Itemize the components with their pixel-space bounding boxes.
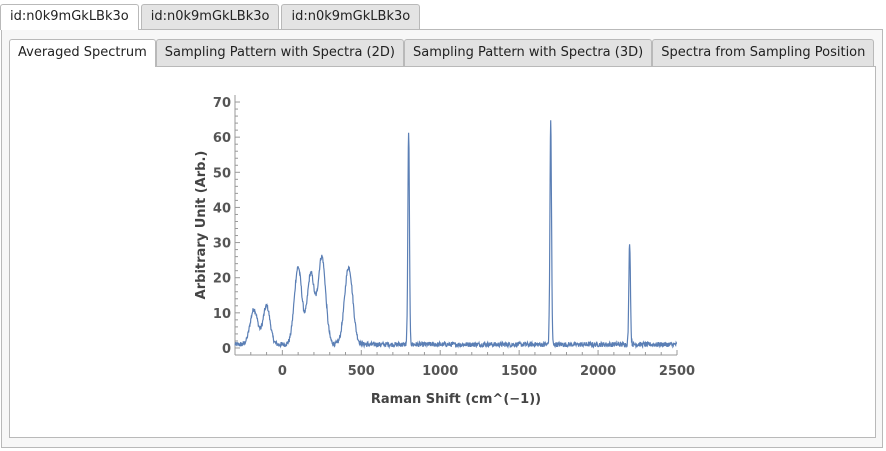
x-axis-label: Raman Shift (cm^(−1)) [371,392,541,407]
y-tick-label: 70 [213,96,231,111]
chart-axes [234,95,677,356]
y-axis-label: Arbitrary Unit (Arb.) [194,151,209,300]
x-tick-label: 1500 [501,364,537,379]
y-tick-label: 60 [213,131,231,146]
y-tick-label: 20 [213,272,231,287]
x-tick-label: 2000 [580,364,616,379]
outer-tab-2[interactable]: id:n0k9mGkLBk3o [140,4,280,29]
tab-sampling-pattern-2d[interactable]: Sampling Pattern with Spectra (2D) [155,39,404,66]
outer-tab-1[interactable]: id:n0k9mGkLBk3o [0,4,139,30]
inner-tab-panel: 0 500 1000 1500 2000 2500 0 10 20 30 40 50 60 70 Rama… [9,66,876,438]
tab-spectra-from-position[interactable]: Spectra from Sampling Position [652,39,875,66]
x-tick-label: 1000 [422,364,458,379]
inner-tab-bar: Averaged Spectrum Sampling Pattern with … [9,39,875,67]
y-tick-label: 30 [213,237,231,252]
tab-sampling-pattern-3d[interactable]: Sampling Pattern with Spectra (3D) [403,39,653,66]
y-tick-label: 50 [213,166,231,181]
outer-tab-3[interactable]: id:n0k9mGkLBk3o [281,4,421,29]
spectrum-chart: 0 500 1000 1500 2000 2500 0 10 20 30 40 50 60 70 Rama… [194,95,695,407]
outer-tab-bar: id:n0k9mGkLBk3o id:n0k9mGkLBk3o id:n0k9m… [0,4,422,30]
chart-ticks: 0 500 1000 1500 2000 2500 0 10 20 30 40 50 60 70 [213,96,695,379]
y-tick-label: 10 [213,307,231,322]
x-tick-label: 500 [348,364,375,379]
x-tick-label: 2500 [659,364,695,379]
tab-averaged-spectrum[interactable]: Averaged Spectrum [9,39,156,67]
x-tick-label: 0 [278,364,287,379]
y-tick-label: 40 [213,201,231,216]
spectrum-line [234,120,677,350]
y-tick-label: 0 [222,342,231,357]
